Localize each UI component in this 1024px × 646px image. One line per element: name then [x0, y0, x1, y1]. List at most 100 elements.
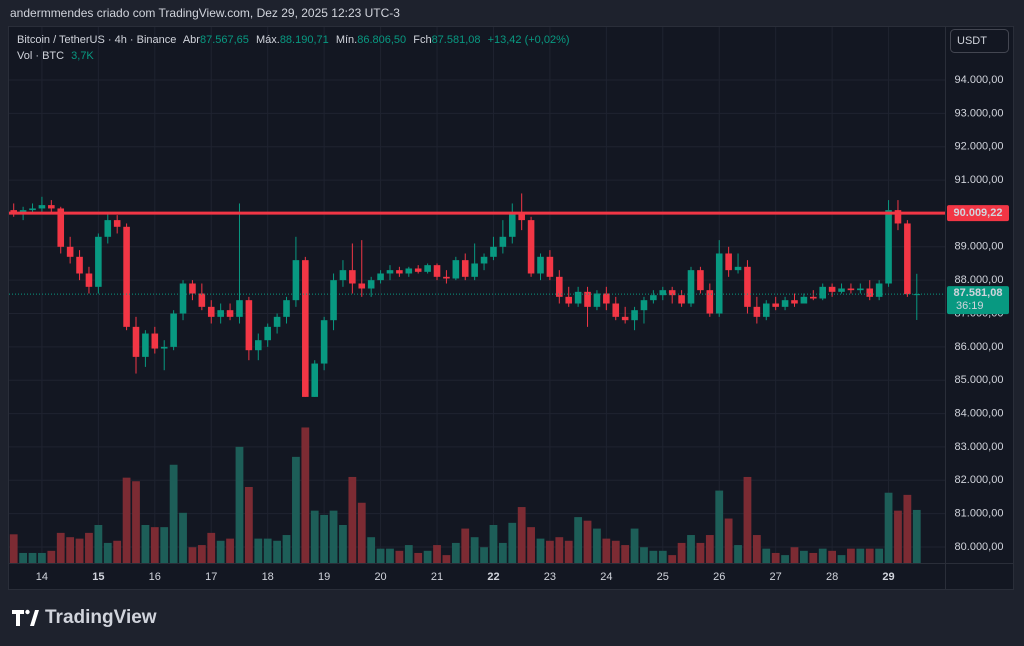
candle-body [574, 291, 582, 304]
volume-bar [348, 476, 357, 563]
x-tick-label: 24 [600, 571, 612, 583]
volume-bar [574, 517, 583, 563]
candles [9, 193, 945, 397]
x-tick-label: 16 [149, 571, 161, 583]
volume-bar [461, 528, 470, 563]
chart-pane [8, 26, 1014, 590]
volume-bar [734, 545, 742, 563]
volume-bar [404, 545, 413, 563]
low: 86.806,50 [357, 34, 406, 46]
volume-bar [583, 520, 592, 563]
candle-body [687, 270, 695, 304]
candle-body [405, 268, 413, 274]
y-tick-label: 88.000,00 [955, 274, 1004, 286]
y-tick-label: 86.000,00 [955, 341, 1004, 353]
candle-body [160, 346, 168, 349]
volume-bar [357, 502, 366, 563]
volume-bar [56, 532, 65, 563]
candle-body [556, 276, 563, 297]
open-label: Abr [183, 34, 200, 46]
candle-body [123, 226, 130, 327]
volume-bar [395, 550, 404, 563]
x-tick-label: 15 [92, 571, 104, 583]
x-tick-label: 23 [544, 571, 556, 583]
candle-body [781, 300, 789, 307]
volume-bar [912, 509, 921, 563]
volume-bar [546, 540, 554, 563]
candle-body [302, 260, 309, 397]
candle-body [490, 246, 497, 257]
candle-body [640, 300, 648, 311]
change: +13,42 (+0,02%) [488, 34, 570, 46]
volume-bar [903, 494, 912, 563]
logo: TradingView [45, 607, 157, 628]
x-tick-label: 26 [713, 571, 725, 583]
volume-bar [724, 518, 733, 563]
candle-body [292, 260, 300, 301]
volume-bar [771, 552, 780, 563]
candle-body [57, 208, 65, 247]
low-label: Mín. [336, 34, 357, 46]
volume-bar [658, 550, 667, 563]
candle-body [443, 276, 450, 279]
volume-bar [743, 476, 752, 563]
high-label: Máx. [256, 34, 280, 46]
hline-price-box [947, 205, 1009, 222]
volume-bar [715, 490, 724, 563]
candle-body [734, 266, 742, 271]
volume-bar [480, 547, 488, 563]
volume-bar [66, 537, 75, 563]
close: 87.581,08 [432, 34, 481, 46]
candle-body [838, 288, 845, 292]
volume-bar [677, 542, 686, 563]
volume-bar [122, 477, 131, 563]
candle-body [132, 326, 140, 357]
candle-body [800, 296, 808, 304]
volume-bar [818, 548, 827, 563]
candle-body [207, 306, 215, 317]
y-tick-label: 82.000,00 [955, 474, 1004, 486]
volume-bar [367, 537, 376, 563]
volume-bar [226, 538, 234, 563]
candle-body [631, 310, 638, 321]
volume-bar [442, 555, 451, 563]
volume-bar [254, 538, 263, 563]
candle-body [48, 205, 55, 209]
volume-bar [38, 552, 46, 563]
volume-bar [235, 446, 244, 563]
volume-bar [800, 550, 808, 563]
y-tick-label: 89.000,00 [955, 241, 1004, 253]
candle-body [612, 303, 620, 317]
volume-bar [611, 540, 620, 563]
candle-body [791, 300, 798, 304]
currency[interactable]: USDT [957, 35, 987, 47]
volume-bar [386, 548, 394, 563]
candle-body [358, 283, 366, 289]
open: 87.567,65 [200, 34, 249, 46]
y-tick-label: 81.000,00 [955, 508, 1004, 520]
candle-body [311, 363, 319, 397]
candle-body [85, 273, 93, 287]
volume-bar [301, 427, 310, 563]
candle-body [471, 263, 478, 277]
candle-body [254, 340, 262, 351]
symbol: Bitcoin / TetherUS · 4h · Binance [17, 34, 176, 46]
candle-body [725, 253, 732, 271]
candle-body [386, 270, 394, 274]
y-tick-label: 93.000,00 [955, 107, 1004, 119]
candle-body [621, 316, 629, 321]
candle-body [508, 213, 516, 237]
x-tick-label: 21 [431, 571, 443, 583]
x-tick-label: 28 [826, 571, 838, 583]
currency-button[interactable] [950, 29, 1009, 53]
candle-body [179, 283, 187, 314]
candle-body [217, 310, 224, 317]
volume-pane [9, 427, 921, 563]
close-label: Fch [413, 34, 431, 46]
candle-body [170, 313, 177, 347]
candle-body [283, 300, 290, 317]
volume-bar [103, 542, 112, 563]
candle-body [113, 220, 121, 227]
x-tick-label: 17 [205, 571, 217, 583]
candle-body [537, 256, 544, 274]
